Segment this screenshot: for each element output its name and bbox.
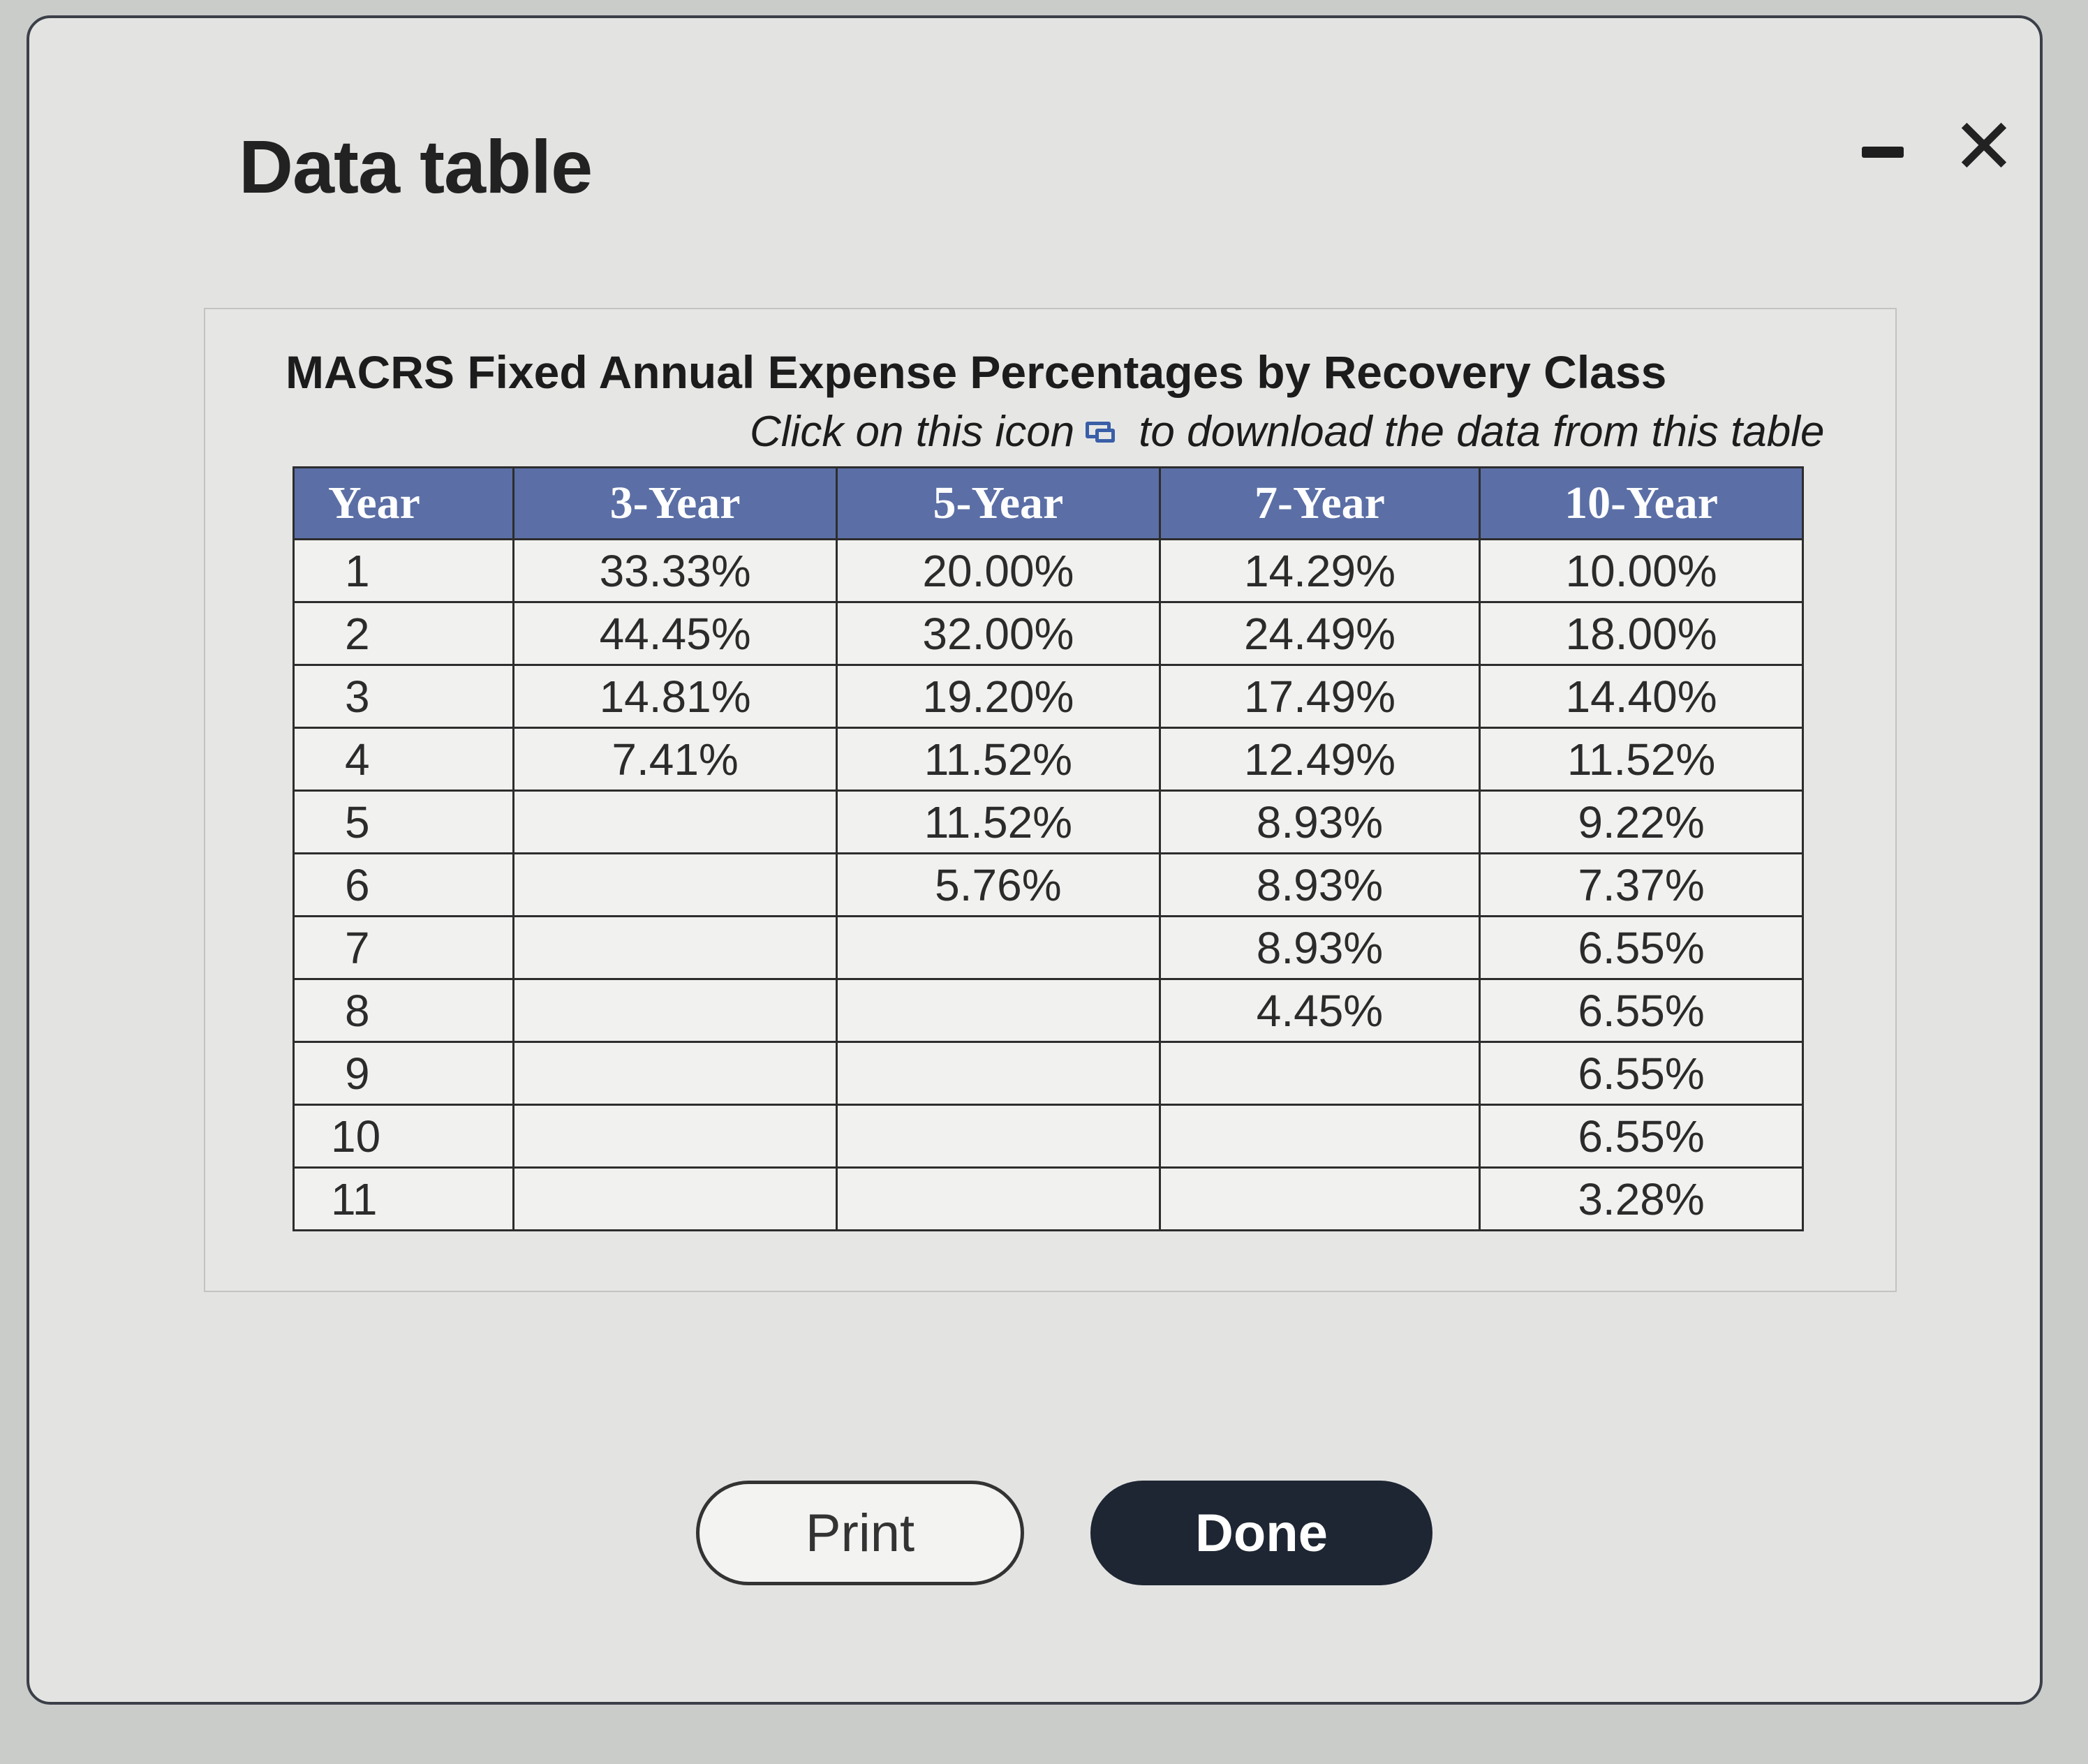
- done-button[interactable]: Done: [1090, 1481, 1432, 1585]
- cell-5-year: [836, 1166, 1161, 1231]
- table-row: 8 4.45% 6.55%: [292, 978, 1804, 1043]
- cell-5-year: 19.20%: [836, 664, 1161, 729]
- download-instructions: Click on this icon to download the data …: [750, 407, 1824, 457]
- column-header-5-year: 5-Year: [836, 466, 1161, 540]
- cell-3-year: [512, 1041, 838, 1106]
- table-row: 4 7.41% 11.52% 12.49% 11.52%: [292, 727, 1804, 792]
- cell-3-year: [512, 852, 838, 917]
- cell-year: 3: [292, 664, 515, 729]
- table-row: 5 11.52% 8.93% 9.22%: [292, 790, 1804, 854]
- cell-10-year: 11.52%: [1479, 727, 1804, 792]
- download-suffix: to download the data from this table: [1139, 408, 1825, 456]
- cell-3-year: 14.81%: [512, 664, 838, 729]
- cell-10-year: 6.55%: [1479, 1041, 1804, 1106]
- cell-10-year: 10.00%: [1479, 538, 1804, 603]
- cell-5-year: 11.52%: [836, 727, 1161, 792]
- column-header-7-year: 7-Year: [1158, 466, 1481, 540]
- cell-7-year: [1158, 1041, 1481, 1106]
- minimize-icon: [1862, 147, 1904, 158]
- download-icon-frame-front: [1095, 428, 1116, 443]
- cell-5-year: 20.00%: [836, 538, 1161, 603]
- table-row: 3 14.81% 19.20% 17.49% 14.40%: [292, 664, 1804, 729]
- cell-year: 9: [292, 1041, 515, 1106]
- cell-7-year: 4.45%: [1158, 978, 1481, 1043]
- download-prefix: Click on this icon: [750, 408, 1075, 456]
- cell-7-year: 14.29%: [1158, 538, 1481, 603]
- cell-5-year: [836, 1104, 1161, 1169]
- table-row: 2 44.45% 32.00% 24.49% 18.00%: [292, 601, 1804, 666]
- cell-5-year: 11.52%: [836, 790, 1161, 854]
- cell-5-year: 5.76%: [836, 852, 1161, 917]
- cell-7-year: 8.93%: [1158, 852, 1481, 917]
- print-button[interactable]: Print: [696, 1481, 1024, 1585]
- table-row: 6 5.76% 8.93% 7.37%: [292, 852, 1804, 917]
- cell-3-year: [512, 978, 838, 1043]
- table-body: 1 33.33% 20.00% 14.29% 10.00% 2 44.45% 32.00% 24…: [292, 538, 1804, 1231]
- cell-10-year: 9.22%: [1479, 790, 1804, 854]
- macrs-table: Year 3-Year 5-Year 7-Year 10-Year 1 33.33…: [292, 466, 1804, 1231]
- cell-year: 10: [292, 1104, 515, 1169]
- cell-3-year: [512, 1166, 838, 1231]
- table-title: MACRS Fixed Annual Expense Percentages b…: [286, 346, 1667, 398]
- table-row: 10 6.55%: [292, 1104, 1804, 1169]
- column-header-10-year: 10-Year: [1479, 466, 1804, 540]
- table-row: 9 6.55%: [292, 1041, 1804, 1106]
- cell-5-year: [836, 978, 1161, 1043]
- cell-10-year: 14.40%: [1479, 664, 1804, 729]
- cell-7-year: [1158, 1104, 1481, 1169]
- cell-year: 4: [292, 727, 515, 792]
- table-header-row: Year 3-Year 5-Year 7-Year 10-Year: [292, 466, 1804, 540]
- data-table-dialog: Data table ✕ MACRS Fixed Annual Expense …: [27, 15, 2043, 1705]
- cell-3-year: 33.33%: [512, 538, 838, 603]
- cell-10-year: 18.00%: [1479, 601, 1804, 666]
- cell-10-year: 3.28%: [1479, 1166, 1804, 1231]
- close-button[interactable]: ✕: [1946, 109, 2022, 186]
- table-row: 1 33.33% 20.00% 14.29% 10.00%: [292, 538, 1804, 603]
- cell-7-year: 17.49%: [1158, 664, 1481, 729]
- column-header-3-year: 3-Year: [512, 466, 838, 540]
- cell-year: 11: [292, 1166, 515, 1231]
- cell-year: 5: [292, 790, 515, 854]
- cell-year: 6: [292, 852, 515, 917]
- cell-5-year: 32.00%: [836, 601, 1161, 666]
- cell-7-year: 24.49%: [1158, 601, 1481, 666]
- table-row: 7 8.93% 6.55%: [292, 915, 1804, 980]
- cell-5-year: [836, 915, 1161, 980]
- cell-3-year: [512, 915, 838, 980]
- download-data-icon[interactable]: [1086, 420, 1116, 444]
- cell-3-year: [512, 790, 838, 854]
- cell-7-year: [1158, 1166, 1481, 1231]
- cell-10-year: 7.37%: [1479, 852, 1804, 917]
- cell-3-year: 7.41%: [512, 727, 838, 792]
- cell-year: 1: [292, 538, 515, 603]
- close-icon: ✕: [1951, 104, 2017, 190]
- cell-3-year: [512, 1104, 838, 1169]
- table-row: 11 3.28%: [292, 1166, 1804, 1231]
- cell-year: 7: [292, 915, 515, 980]
- cell-7-year: 8.93%: [1158, 790, 1481, 854]
- cell-10-year: 6.55%: [1479, 915, 1804, 980]
- column-header-year: Year: [292, 466, 515, 540]
- cell-3-year: 44.45%: [512, 601, 838, 666]
- cell-5-year: [836, 1041, 1161, 1106]
- dialog-title: Data table: [239, 124, 593, 209]
- table-panel: MACRS Fixed Annual Expense Percentages b…: [204, 308, 1897, 1292]
- cell-year: 2: [292, 601, 515, 666]
- cell-10-year: 6.55%: [1479, 1104, 1804, 1169]
- minimize-button[interactable]: [1844, 109, 1921, 186]
- cell-10-year: 6.55%: [1479, 978, 1804, 1043]
- cell-year: 8: [292, 978, 515, 1043]
- cell-7-year: 8.93%: [1158, 915, 1481, 980]
- cell-7-year: 12.49%: [1158, 727, 1481, 792]
